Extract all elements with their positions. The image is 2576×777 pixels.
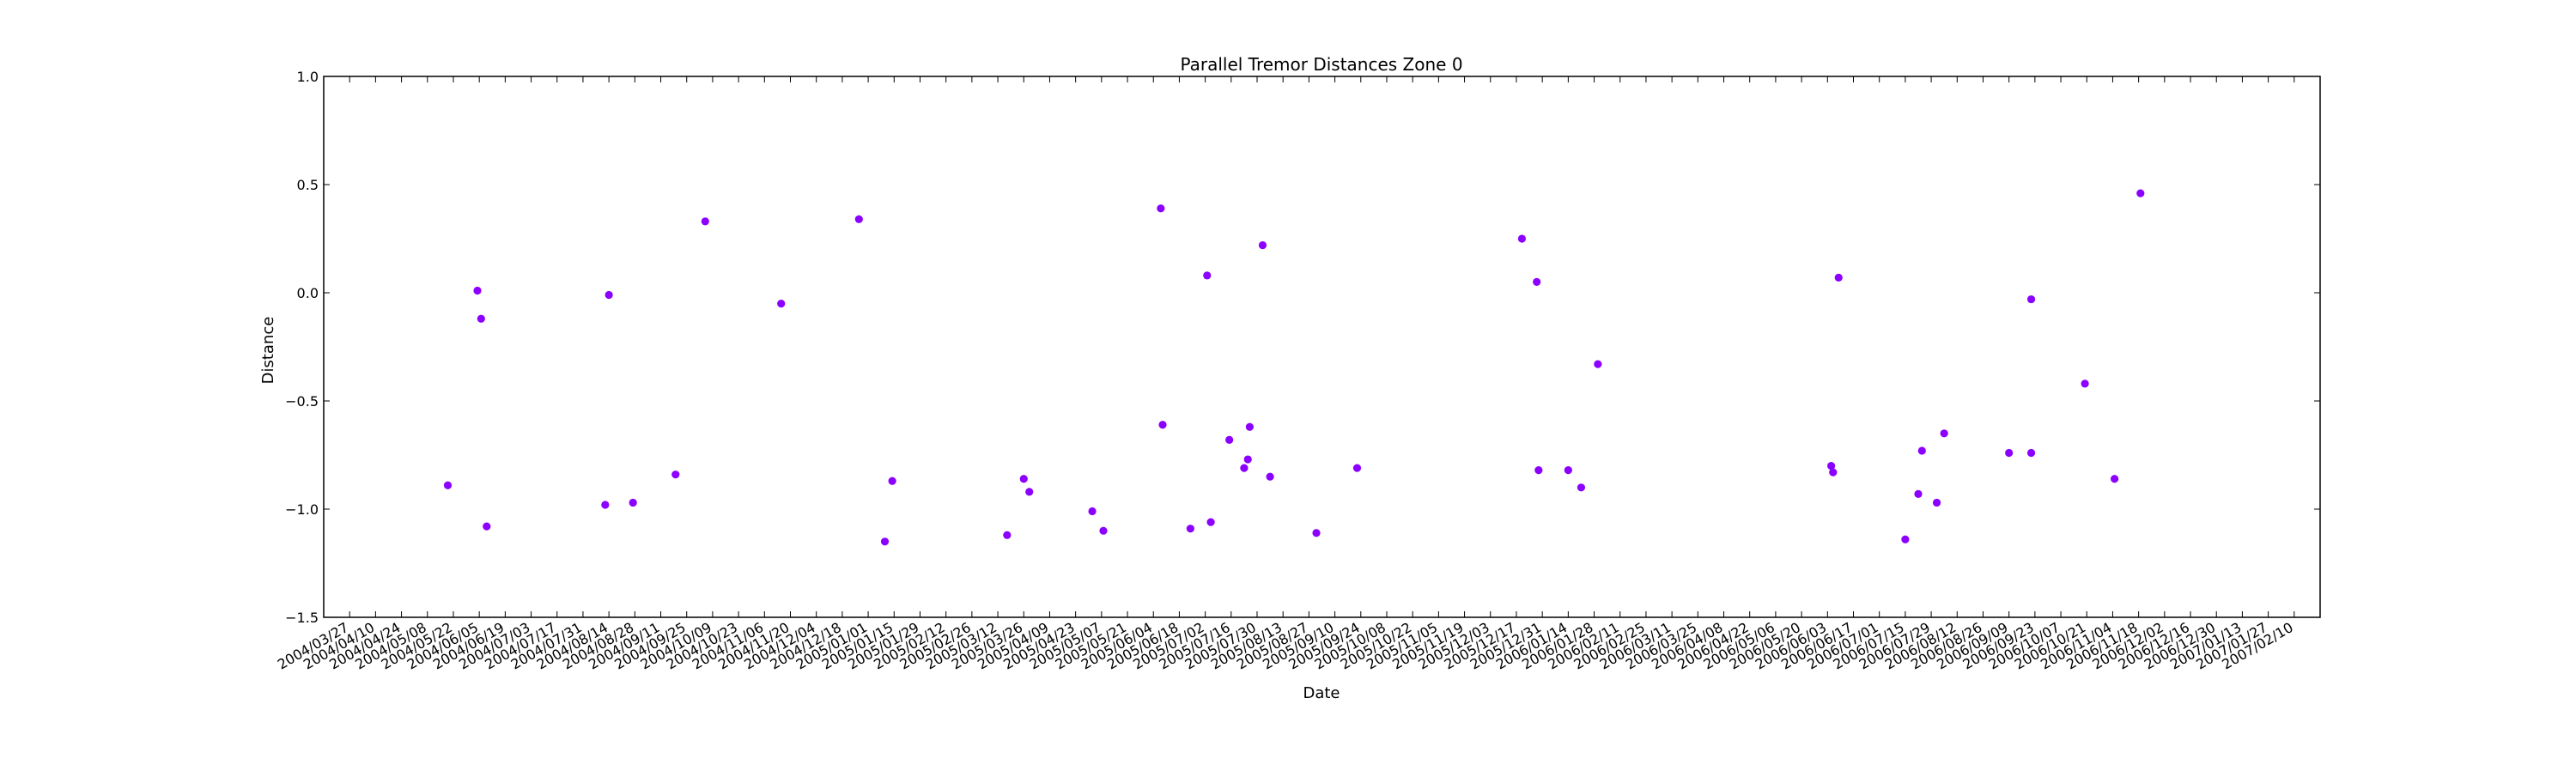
data-point (1564, 466, 1572, 475)
data-point (2136, 189, 2145, 197)
data-point (1827, 462, 1836, 470)
data-point (701, 217, 709, 226)
data-point (1533, 277, 1541, 286)
data-point (1517, 234, 1527, 243)
data-point (477, 314, 485, 323)
data-point (1266, 472, 1274, 481)
plot-area-frame (323, 76, 2321, 618)
data-point (1258, 240, 1267, 250)
y-tick-label: −1.0 (285, 501, 319, 518)
data-point (1157, 204, 1165, 213)
data-point (2026, 448, 2036, 458)
y-tick-label: −1.5 (285, 610, 319, 626)
data-point (1932, 498, 1941, 507)
data-point (1203, 271, 1212, 280)
data-point (483, 522, 491, 531)
data-point (629, 498, 637, 507)
data-point (1225, 435, 1234, 444)
data-point (1240, 464, 1249, 472)
data-point (601, 501, 610, 509)
data-point (1914, 489, 1923, 498)
data-point (880, 537, 890, 546)
ticks-layer: −1.5−1.0−0.50.00.51.02004/03/272004/04/1… (275, 69, 2320, 673)
data-point (1025, 488, 1034, 496)
data-point (1834, 273, 1843, 282)
data-point (1352, 464, 1362, 472)
y-tick-label: 1.0 (297, 69, 319, 85)
data-point (1829, 468, 1838, 477)
data-point (1088, 507, 1097, 516)
data-point (443, 481, 453, 489)
data-point (1003, 531, 1012, 539)
data-point (1158, 421, 1167, 429)
data-point (888, 477, 896, 485)
x-axis-label: Date (1303, 684, 1340, 702)
data-point (2110, 475, 2119, 483)
y-tick-label: 0.0 (297, 285, 319, 301)
data-point (2081, 379, 2089, 388)
data-point (1206, 518, 1215, 526)
data-point (1186, 525, 1194, 533)
data-point (671, 470, 680, 479)
y-axis-label: Distance (259, 317, 277, 385)
data-point (2026, 294, 2036, 304)
data-point (1099, 526, 1108, 535)
data-point (1243, 455, 1252, 464)
data-point (777, 300, 786, 308)
data-point (1019, 475, 1028, 483)
chart-title: Parallel Tremor Distances Zone 0 (1180, 54, 1462, 75)
data-point (854, 215, 863, 223)
y-tick-label: 0.5 (297, 177, 319, 193)
data-point (1901, 535, 1910, 543)
data-point (473, 286, 482, 295)
data-point (2005, 448, 2014, 458)
data-point (1245, 422, 1254, 431)
y-tick-label: −0.5 (285, 393, 319, 410)
data-point (1577, 483, 1586, 492)
data-point (1594, 360, 1602, 368)
data-point (1917, 446, 1926, 455)
data-point (1534, 466, 1543, 475)
points-layer (443, 189, 2145, 546)
data-point (605, 290, 613, 300)
data-point (1940, 429, 1948, 438)
data-point (1312, 529, 1321, 537)
